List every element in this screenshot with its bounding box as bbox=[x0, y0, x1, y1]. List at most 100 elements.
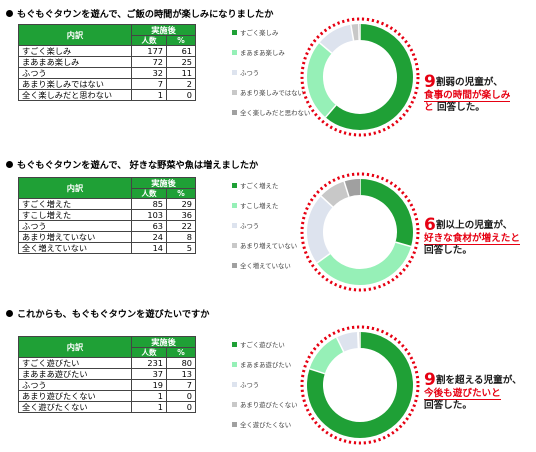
table-header-pct: % bbox=[166, 35, 196, 46]
table-header-group: 実施後 bbox=[131, 177, 196, 189]
legend-item: 全く楽しみだと思わない bbox=[232, 102, 310, 122]
slice-separator bbox=[335, 337, 345, 353]
survey-section-2: もぐもぐタウンを遊んで、 好きな野菜や魚は増えましたか 内訳 実施後 人数% すご… bbox=[0, 153, 536, 301]
table-header-count: 人数 bbox=[131, 347, 167, 358]
question-heading: もぐもぐタウンを遊んで、 好きな野菜や魚は増えましたか bbox=[6, 157, 258, 171]
callout-text: 9割弱の児童が、 食事の時間が楽しみ と 回答した。 bbox=[424, 72, 511, 113]
results-table: 内訳 実施後 人数% すごく遊びたい 231 80 まあまあ遊びたい 37 13 ふつう 1… bbox=[18, 336, 196, 413]
table-row: ふつう 19 7 bbox=[18, 379, 196, 391]
legend-item: すこし増えた bbox=[232, 195, 297, 215]
table-row: ふつう 32 11 bbox=[18, 67, 196, 79]
table-row: ふつう 63 22 bbox=[18, 220, 196, 232]
table-header-count: 人数 bbox=[131, 35, 167, 46]
legend-item: ふつう bbox=[232, 62, 310, 82]
table-header-count: 人数 bbox=[131, 188, 167, 199]
legend-swatch bbox=[232, 89, 237, 95]
legend-item: まあまあ楽しみ bbox=[232, 42, 310, 62]
legend-item: すごく楽しみ bbox=[232, 22, 310, 42]
legend-item: 全く遊びたくない bbox=[232, 414, 298, 434]
slice-separator bbox=[343, 181, 350, 197]
legend-swatch bbox=[232, 401, 237, 407]
table-row: すごく増えた 85 29 bbox=[18, 198, 196, 210]
legend-item: すごく遊びたい bbox=[232, 334, 298, 354]
chart-legend: すごく増えた すこし増えた ふつう あまり増えていない 全く増えていない bbox=[232, 175, 297, 275]
donut-slice bbox=[307, 42, 337, 118]
legend-swatch bbox=[232, 242, 237, 248]
slice-separator bbox=[309, 368, 325, 375]
legend-item: まあまあ遊びたい bbox=[232, 354, 298, 374]
table-row: 全く楽しみだと思わない 1 0 bbox=[18, 89, 196, 101]
legend-swatch bbox=[232, 341, 237, 347]
donut-chart bbox=[300, 172, 420, 292]
donut-slice bbox=[336, 332, 359, 352]
table-header-group: 実施後 bbox=[131, 24, 196, 36]
legend-swatch bbox=[232, 49, 237, 55]
table-row: まあまあ遊びたい 37 13 bbox=[18, 368, 196, 380]
donut-slice bbox=[309, 337, 345, 375]
legend-item: ふつう bbox=[232, 215, 297, 235]
legend-item: 全く増えていない bbox=[232, 255, 297, 275]
table-header-label: 内訳 bbox=[18, 336, 132, 358]
table-row: あまり楽しみではない 7 2 bbox=[18, 78, 196, 90]
donut-slice bbox=[350, 24, 360, 41]
slice-separator bbox=[319, 42, 333, 54]
donut-slice bbox=[325, 24, 413, 130]
legend-swatch bbox=[232, 262, 237, 268]
donut-slice bbox=[359, 179, 413, 247]
bullet-icon bbox=[6, 309, 13, 317]
table-row: あまり遊びたくない 1 0 bbox=[18, 390, 196, 402]
table-row: すごく楽しみ 177 61 bbox=[18, 45, 196, 57]
question-heading: これからも、もぐもぐタウンを遊びたいですか bbox=[6, 306, 209, 320]
table-header-label: 内訳 bbox=[18, 177, 132, 199]
donut-chart bbox=[300, 17, 420, 137]
table-row: 全く増えていない 14 5 bbox=[18, 242, 196, 254]
slice-separator bbox=[320, 195, 334, 208]
slice-separator bbox=[350, 24, 355, 41]
donut-slice bbox=[307, 196, 334, 264]
legend-swatch bbox=[232, 202, 237, 208]
table-header-label: 内訳 bbox=[18, 24, 132, 46]
legend-swatch bbox=[232, 29, 237, 35]
donut-slice bbox=[344, 179, 361, 197]
legend-swatch bbox=[232, 109, 237, 115]
slice-separator bbox=[395, 241, 412, 248]
highlight-ring bbox=[300, 172, 420, 292]
survey-section-1: もぐもぐタウンを遊んで、ご飯の時間が楽しみになりましたか 内訳 実施後 人数% す… bbox=[0, 2, 536, 150]
donut-slice bbox=[317, 241, 411, 285]
survey-section-3: これからも、もぐもぐタウンを遊びたいですか 内訳 実施後 人数% すごく遊びたい 2… bbox=[0, 302, 536, 450]
table-header-pct: % bbox=[166, 188, 196, 199]
slice-separator bbox=[356, 332, 360, 349]
slice-separator bbox=[325, 104, 337, 118]
table-row: あまり増えていない 24 8 bbox=[18, 231, 196, 243]
legend-swatch bbox=[232, 361, 237, 367]
question-heading: もぐもぐタウンを遊んで、ご飯の時間が楽しみになりましたか bbox=[6, 6, 273, 20]
callout-text: 9割を超える児童が、 今後も遊びたいと 回答した。 bbox=[424, 370, 522, 411]
table-row: まあまあ楽しみ 72 25 bbox=[18, 56, 196, 68]
legend-swatch bbox=[232, 421, 237, 427]
donut-slice bbox=[321, 181, 350, 208]
results-table: 内訳 実施後 人数% すごく楽しみ 177 61 まあまあ楽しみ 72 25 ふつう 32 1… bbox=[18, 24, 196, 101]
chart-legend: すごく遊びたい まあまあ遊びたい ふつう あまり遊びたくない 全く遊びたくない bbox=[232, 334, 298, 434]
legend-swatch bbox=[232, 69, 237, 75]
legend-item: あまり遊びたくない bbox=[232, 394, 298, 414]
table-row: すごく遊びたい 231 80 bbox=[18, 357, 196, 369]
slice-separator bbox=[316, 253, 331, 264]
legend-swatch bbox=[232, 222, 237, 228]
table-row: すこし増えた 103 36 bbox=[18, 209, 196, 221]
legend-swatch bbox=[232, 182, 237, 188]
legend-swatch bbox=[232, 381, 237, 387]
legend-item: あまり増えていない bbox=[232, 235, 297, 255]
chart-legend: すごく楽しみ まあまあ楽しみ ふつう あまり楽しみではない 全く楽しみだと思わな… bbox=[232, 22, 310, 122]
highlight-ring bbox=[300, 325, 420, 445]
callout-text: 6割以上の児童が、 好きな食材が増えたと 回答した。 bbox=[424, 215, 520, 256]
legend-item: あまり楽しみではない bbox=[232, 82, 310, 102]
table-header-group: 実施後 bbox=[131, 336, 196, 348]
table-header-pct: % bbox=[166, 347, 196, 358]
legend-item: ふつう bbox=[232, 374, 298, 394]
table-row: 全く遊びたくない 1 0 bbox=[18, 401, 196, 413]
donut-slice bbox=[319, 24, 355, 54]
highlight-ring bbox=[300, 17, 420, 137]
results-table: 内訳 実施後 人数% すごく増えた 85 29 すこし増えた 103 36 ふつう 63 22… bbox=[18, 177, 196, 254]
donut-slice bbox=[307, 332, 413, 438]
legend-item: すごく増えた bbox=[232, 175, 297, 195]
